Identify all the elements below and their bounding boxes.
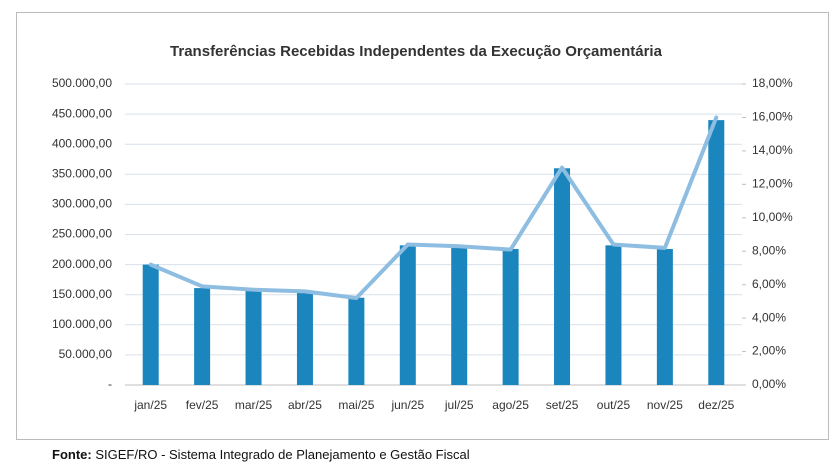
bar <box>708 120 725 386</box>
x-tick-label: fev/25 <box>186 398 219 412</box>
line <box>148 115 719 301</box>
x-tick-label: jul/25 <box>444 398 474 412</box>
y2-tick-label: 6,00% <box>752 277 786 291</box>
source: SIGEF/RO - Sistema Integrado de Planejam… <box>95 447 469 462</box>
bar <box>554 168 571 385</box>
x-tick-label: mar/25 <box>235 398 273 412</box>
x-tick-label: jun/25 <box>390 398 424 412</box>
bar <box>605 245 622 385</box>
y-tick-label: 100.000,00 <box>52 317 112 331</box>
footer: Fonte: SIGEF/RO - Sistema Integrado de P… <box>52 447 470 462</box>
y-tick-label: 200.000,00 <box>52 257 112 271</box>
chart-title: Transferências Recebidas Independentes d… <box>170 43 663 60</box>
y2-tick-label: 10,00% <box>752 210 793 224</box>
y-tick-label: 450.000,00 <box>52 106 112 120</box>
bar <box>451 247 468 385</box>
bar <box>142 264 159 385</box>
y-tick-label: 300.000,00 <box>52 197 112 211</box>
bar <box>656 248 673 385</box>
x-tick-label: abr/25 <box>288 398 322 412</box>
x-tick-label: ago/25 <box>492 398 529 412</box>
bar <box>348 297 365 385</box>
y-tick-label: 50.000,00 <box>59 347 113 361</box>
y-tick-label: 350.000,00 <box>52 166 112 180</box>
bar <box>399 245 416 385</box>
x-tick-label: mai/25 <box>338 398 374 412</box>
bar <box>194 288 211 385</box>
y2-tick-label: 16,00% <box>752 110 793 124</box>
y-tick-label: 250.000,00 <box>52 227 112 241</box>
source-label: Fonte: <box>52 447 92 462</box>
x-tick-label: nov/25 <box>647 398 683 412</box>
y-tick-label: 150.000,00 <box>52 287 112 301</box>
y-tick-label: 500.000,00 <box>52 76 112 90</box>
chart-frame <box>16 12 829 440</box>
bar <box>245 289 262 385</box>
x-tick-label: dez/25 <box>698 398 734 412</box>
y-tick-label: 400.000,00 <box>52 136 112 150</box>
y2-tick-label: 4,00% <box>752 310 786 324</box>
bar <box>502 248 519 385</box>
y2-tick-label: 8,00% <box>752 243 786 257</box>
y2-tick-label: 18,00% <box>752 76 793 90</box>
y2-tick-label: 0,00% <box>752 377 786 391</box>
y2-tick-label: 2,00% <box>752 344 786 358</box>
y2-tick-label: 14,00% <box>752 143 793 157</box>
y-tick-label: - <box>108 377 112 391</box>
x-tick-label: set/25 <box>546 398 579 412</box>
bar <box>296 291 313 385</box>
x-tick-label: out/25 <box>597 398 631 412</box>
y2-tick-label: 12,00% <box>752 177 793 191</box>
x-tick-label: jan/25 <box>133 398 167 412</box>
